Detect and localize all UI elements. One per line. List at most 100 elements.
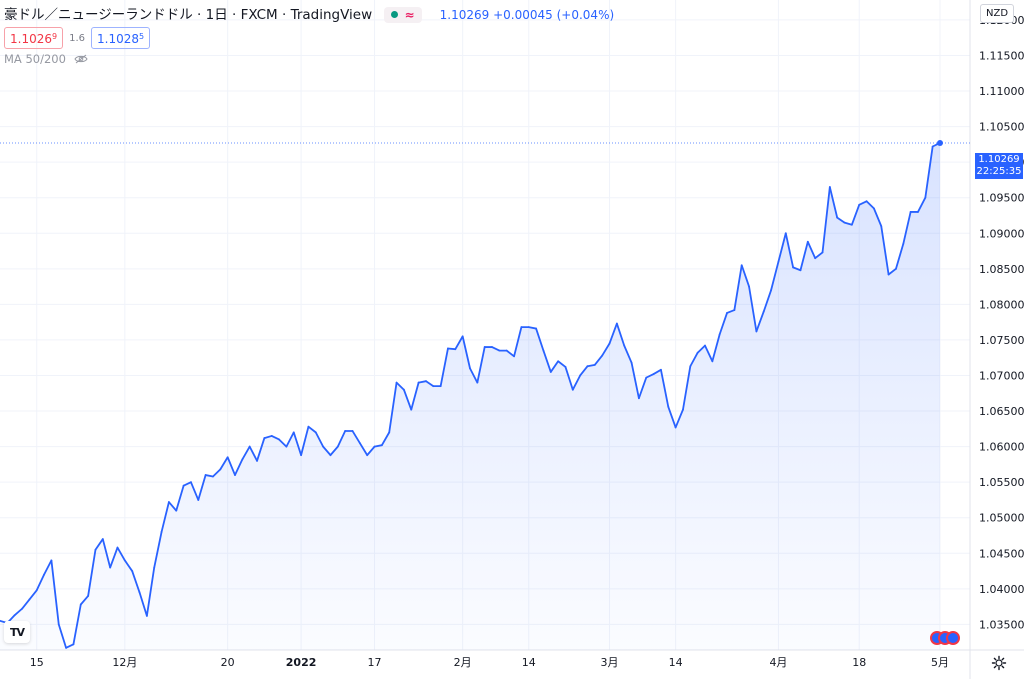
price-line-segment <box>762 289 772 313</box>
y-tick-label: 1.06500 <box>979 405 1024 418</box>
price-line-segment <box>72 603 82 646</box>
price-line-segment <box>145 566 156 617</box>
y-tick-label: 1.10500 <box>979 121 1024 134</box>
price-line-segment <box>527 326 537 330</box>
last-price-label-value: 1.10269 <box>978 154 1020 165</box>
symbol-title[interactable]: 豪ドル／ニュージーランドドル · 1日 · FXCM · TradingView <box>4 7 373 23</box>
price-line-segment <box>182 481 192 487</box>
exchange-label: FXCM <box>240 7 278 23</box>
x-tick-label: 5月 <box>931 656 949 669</box>
events-group[interactable] <box>930 631 960 645</box>
price-line-segment <box>579 365 589 377</box>
sell-price-pip: 9 <box>52 32 58 41</box>
x-tick-label: 4月 <box>769 656 787 669</box>
flag-event-icon[interactable] <box>946 631 960 645</box>
y-tick-label: 1.04000 <box>979 583 1024 596</box>
y-tick-label: 1.07000 <box>979 369 1024 382</box>
y-tick-label: 1.03500 <box>979 618 1024 631</box>
price-line-segment <box>792 266 802 272</box>
buy-price-pip: 5 <box>139 32 145 41</box>
price-line-segment <box>395 381 405 391</box>
price-line-segment <box>234 458 244 476</box>
price-line-segment <box>256 437 266 462</box>
price-line-segment <box>571 374 582 391</box>
gear-icon[interactable] <box>991 655 1007 671</box>
price-line-segment <box>373 444 383 448</box>
price-line-segment <box>491 346 501 352</box>
price-line-segment <box>336 430 347 448</box>
market-status-badge[interactable]: ≈ <box>384 6 422 23</box>
price-line-segment <box>557 360 567 368</box>
price-line-segment <box>417 380 427 384</box>
price-axis[interactable]: 1.120001.115001.110001.105001.100001.095… <box>979 14 1024 631</box>
change-value: +0.00045 <box>493 8 553 22</box>
price-line-segment <box>513 326 523 358</box>
sell-button[interactable]: 1.10269 <box>4 27 64 49</box>
price-line-segment <box>682 365 692 411</box>
price-line-segment <box>799 240 809 272</box>
price-line-segment <box>696 344 706 354</box>
trade-quotes: 1.10269 1.6 1.10285 <box>4 27 151 49</box>
price-line-segment <box>505 349 515 358</box>
price-line-segment <box>35 573 45 592</box>
price-line-segment <box>850 203 861 226</box>
indicator-legend[interactable]: MA 50/200 <box>4 52 88 66</box>
price-line-segment <box>615 322 626 347</box>
last-price-label: 1.10269 22:25:35 <box>975 153 1023 179</box>
price-line-segment <box>535 327 545 352</box>
price-line-segment <box>131 570 141 594</box>
price-line-segment <box>718 312 728 336</box>
x-tick-label: 2022 <box>286 656 317 669</box>
y-tick-label: 1.07500 <box>979 334 1024 347</box>
price-line-segment <box>425 380 435 388</box>
price-line-segment <box>601 342 611 357</box>
price-line-segment <box>403 388 413 411</box>
spread-value: 1.6 <box>69 32 85 44</box>
x-tick-label: 14 <box>669 656 683 669</box>
price-line-segment <box>469 367 479 384</box>
x-tick-label: 3月 <box>601 656 619 669</box>
price-line-segment <box>777 232 787 263</box>
price-line-segment <box>645 373 655 379</box>
symbol-name: 豪ドル／ニュージーランドドル <box>4 7 193 23</box>
price-line-segment <box>322 445 332 457</box>
sell-price: 1.1026 <box>10 32 52 46</box>
price-line-segment <box>263 435 273 439</box>
price-line-segment <box>226 456 236 476</box>
price-line-segment <box>755 310 765 333</box>
buy-button[interactable]: 1.10285 <box>91 27 151 49</box>
price-line-segment <box>21 598 31 610</box>
price-line-segment <box>101 538 112 569</box>
price-line-segment <box>212 468 222 478</box>
y-tick-label: 1.08000 <box>979 298 1024 311</box>
price-line-segment <box>814 251 824 260</box>
y-tick-label: 1.08500 <box>979 263 1024 276</box>
chart-legend: 豪ドル／ニュージーランドドル · 1日 · FXCM · TradingView… <box>4 3 614 23</box>
price-line-segment <box>138 591 148 617</box>
price-line-segment <box>564 366 574 391</box>
price-line-segment <box>476 346 486 384</box>
price-line-segment <box>858 200 868 206</box>
price-line-segment <box>380 431 391 447</box>
price-line-segment <box>586 363 596 368</box>
price-line-segment <box>292 431 302 457</box>
eye-off-icon[interactable] <box>74 54 88 64</box>
price-line-segment <box>828 186 839 219</box>
tradingview-logo[interactable]: TV <box>4 621 30 643</box>
price-line-segment <box>843 221 853 226</box>
time-axis[interactable]: 15 12月 20 2022 17 2月 14 3月 14 4月 18 5月 <box>30 656 949 669</box>
y-tick-label: 1.11500 <box>979 49 1024 62</box>
price-line-segment <box>285 431 295 448</box>
price-line-segment <box>689 351 699 368</box>
price-line-segment <box>726 309 736 314</box>
price-line <box>0 142 941 649</box>
price-line-segment <box>358 442 369 457</box>
currency-button[interactable]: NZD <box>980 4 1014 23</box>
x-tick-label: 14 <box>522 656 536 669</box>
price-line-segment <box>608 322 618 345</box>
price-line-segment <box>887 267 897 276</box>
price-line-segment <box>880 225 890 276</box>
price-line-segment <box>461 335 471 370</box>
x-tick-label: 17 <box>368 656 382 669</box>
